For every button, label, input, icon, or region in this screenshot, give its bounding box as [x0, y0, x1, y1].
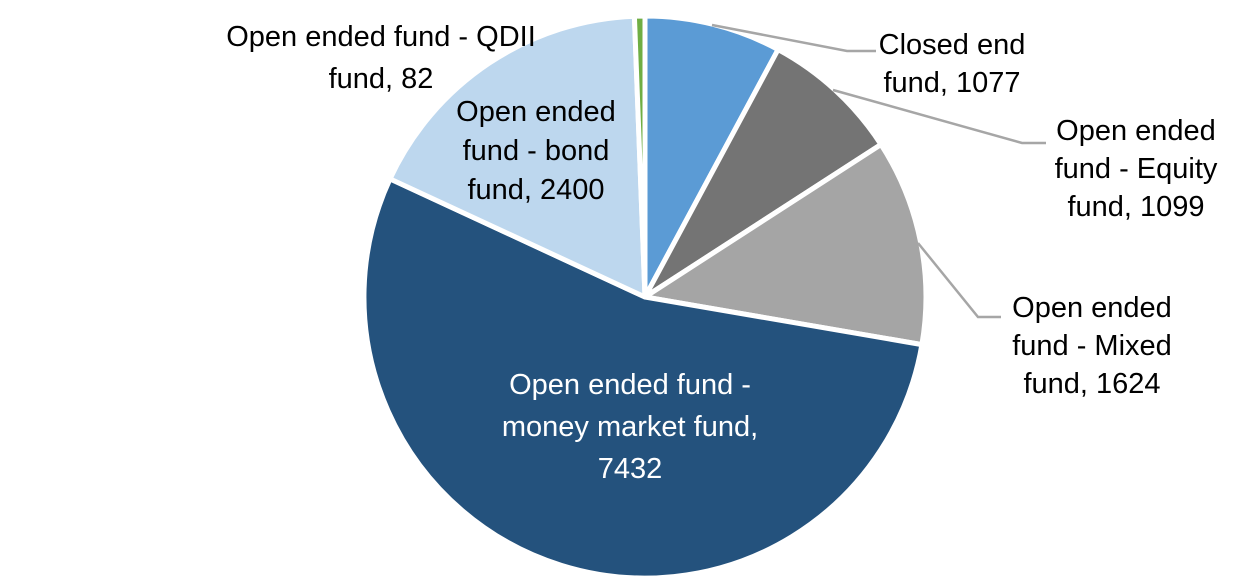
slice-label-line: fund, 82 — [328, 63, 434, 95]
slice-label-equity-fund: Open ended fund - Equity fund, 1099 — [1055, 112, 1218, 226]
slice-label-line: 7432 — [597, 453, 663, 485]
slice-label-mixed-fund: Open ended fund - Mixed fund, 1624 — [1012, 289, 1172, 403]
slice-label-line: Open ended — [1012, 292, 1172, 324]
slice-label-line: fund, 1077 — [883, 67, 1021, 99]
pie-slice-qdii-fund — [631, 13, 648, 300]
slice-label-line: fund - bond — [462, 135, 610, 167]
slice-label-line: Open ended — [1056, 115, 1216, 147]
pie-slice-money-market-fund — [361, 176, 925, 581]
leader-line-mixed-fund — [917, 242, 1001, 319]
leader-lines — [711, 23, 1046, 319]
pie-slices — [361, 13, 929, 581]
slice-label-line: Closed end — [878, 29, 1026, 61]
slice-label-line: Open ended fund - — [509, 369, 751, 401]
slice-label-bond-fund: Open ended fund - bond fund, 2400 — [456, 93, 616, 210]
leader-line-equity-fund — [832, 88, 1046, 145]
slice-label-line: Open ended fund - QDII — [226, 21, 536, 53]
slice-label-qdii-fund: Open ended fund - QDII fund, 82 — [226, 16, 536, 100]
slice-label-line: fund, 1624 — [1023, 368, 1161, 400]
slice-label-line: money market fund, — [501, 411, 759, 443]
leader-line-closed-end-fund — [711, 23, 876, 53]
slice-label-line: Open ended — [456, 96, 616, 128]
slice-label-line: fund - Equity — [1054, 153, 1218, 185]
slice-label-money-market-fund: Open ended fund - money market fund, 7432 — [502, 364, 758, 490]
pie-slice-mixed-fund — [642, 142, 929, 348]
slice-label-line: fund - Mixed — [1012, 330, 1172, 362]
slice-label-line: fund, 1099 — [1067, 191, 1205, 223]
slice-label-closed-end-fund: Closed end fund, 1077 — [879, 26, 1026, 102]
slice-label-line: fund, 2400 — [467, 174, 605, 206]
pie-slice-bond-fund — [387, 13, 648, 300]
